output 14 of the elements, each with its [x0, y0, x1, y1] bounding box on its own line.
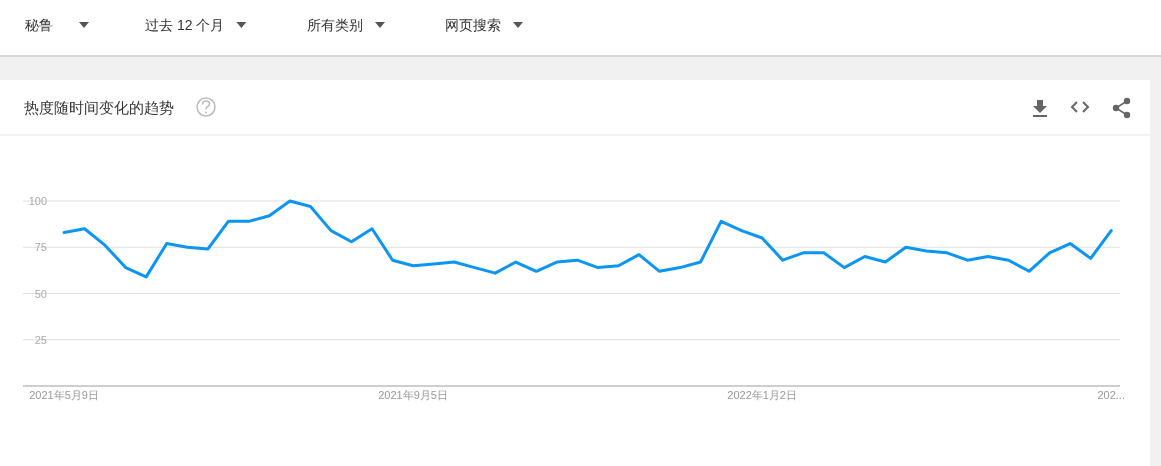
x-tick-label: 202...	[1097, 389, 1125, 401]
x-tick-label: 2021年5月9日	[29, 389, 99, 401]
line-series	[62, 199, 1113, 279]
y-tick-label: 100	[28, 195, 47, 207]
chart-title: 热度随时间变化的趋势	[24, 99, 174, 116]
y-tick-label: 25	[34, 333, 47, 346]
x-tick-label: 2021年9月5日	[378, 389, 448, 401]
text: 所有类别	[307, 17, 363, 33]
text: 网页搜索	[445, 17, 501, 33]
text: 过去 12 个月	[145, 17, 225, 33]
y-tick-label: 75	[34, 241, 47, 254]
x-tick-label: 2022年1月2日	[727, 389, 798, 401]
y-tick-label: 50	[34, 287, 47, 300]
text: 秘鲁	[25, 17, 53, 33]
